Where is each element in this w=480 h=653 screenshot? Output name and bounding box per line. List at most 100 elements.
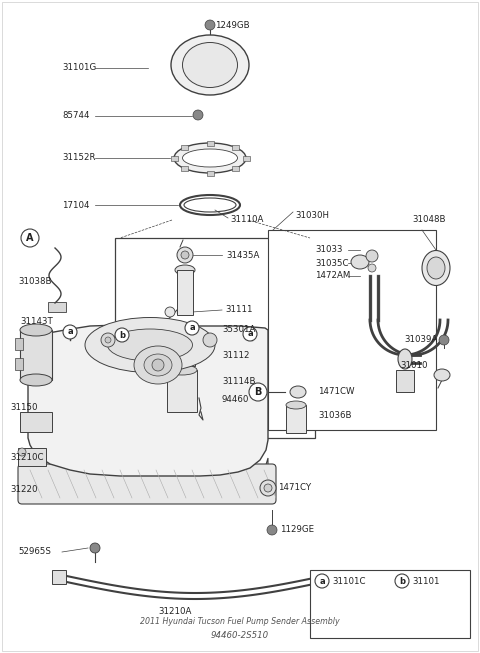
Text: 1471CW: 1471CW [318,387,355,396]
Ellipse shape [108,329,192,361]
Circle shape [115,328,129,342]
Bar [167,370,197,412]
Text: 17104: 17104 [62,200,89,210]
Circle shape [193,110,203,120]
Ellipse shape [144,354,172,376]
Text: 31210A: 31210A [158,607,192,616]
Text: 31035C: 31035C [315,259,348,268]
Ellipse shape [427,257,445,279]
Circle shape [181,251,189,259]
Circle shape [111,351,119,359]
Text: 31114B: 31114B [222,377,255,387]
Bar [170,155,178,161]
Text: 94460: 94460 [222,396,250,404]
Text: 31150: 31150 [10,404,37,413]
Bar [115,238,315,438]
Text: 31143T: 31143T [20,317,53,326]
Text: 31110A: 31110A [230,215,264,225]
Ellipse shape [182,42,238,88]
Circle shape [264,484,272,492]
Bar [242,155,250,161]
Text: 2011 Hyundai Tucson Fuel Pump Sender Assembly: 2011 Hyundai Tucson Fuel Pump Sender Ass… [140,616,340,626]
Bar [396,370,414,392]
Ellipse shape [167,365,197,375]
Text: 31036B: 31036B [318,411,351,419]
Text: 31220: 31220 [10,485,37,494]
Circle shape [152,359,164,371]
Text: a: a [67,328,73,336]
Text: 31101G: 31101G [62,63,96,72]
Bar [181,145,188,150]
Text: a: a [247,330,253,338]
Bar [318,598,380,626]
Circle shape [177,247,193,263]
Text: 31112: 31112 [222,351,250,360]
Ellipse shape [20,374,52,386]
Ellipse shape [422,251,450,285]
Bar [328,570,342,584]
Text: 31101C: 31101C [332,577,365,586]
Text: b: b [119,330,125,340]
Text: 52965S: 52965S [18,547,51,556]
Ellipse shape [171,35,249,95]
Text: 31048B: 31048B [412,215,445,225]
Text: 31030H: 31030H [295,210,329,219]
Text: 31152R: 31152R [62,153,96,163]
Bar [18,448,46,466]
Circle shape [152,325,162,335]
Bar [20,330,52,380]
Text: 85744: 85744 [62,112,89,121]
Text: 31038B: 31038B [18,278,51,287]
Ellipse shape [134,346,182,384]
Bar [232,166,239,171]
Text: 31111: 31111 [225,306,252,315]
Circle shape [260,480,276,496]
Bar [52,570,66,584]
Bar [286,405,306,433]
Circle shape [249,383,267,401]
Text: B: B [254,387,262,397]
Ellipse shape [286,401,306,409]
Bar [20,412,52,432]
Bar [177,270,193,315]
Ellipse shape [160,326,174,334]
Circle shape [439,335,449,345]
Bar [398,598,460,626]
FancyBboxPatch shape [18,464,276,504]
Bar [268,230,436,430]
Ellipse shape [20,324,52,336]
Text: 1471CY: 1471CY [278,483,311,492]
Bar [167,342,195,366]
Ellipse shape [290,386,306,398]
Circle shape [243,327,257,341]
Text: 31210C: 31210C [10,453,44,462]
Circle shape [395,574,409,588]
Bar [206,170,214,176]
Bar [310,570,470,638]
Bar [181,166,188,171]
Ellipse shape [167,337,195,347]
Text: a: a [319,577,325,586]
Text: 31010: 31010 [400,360,428,370]
Text: 35301A: 35301A [222,325,255,334]
Ellipse shape [434,369,450,381]
PathPatch shape [28,325,268,476]
Circle shape [101,333,115,347]
Text: a: a [189,323,195,332]
Text: b: b [399,577,405,586]
Circle shape [165,307,175,317]
Circle shape [203,333,217,347]
Ellipse shape [398,349,412,369]
Text: 31435A: 31435A [226,251,259,259]
Ellipse shape [175,265,195,275]
Circle shape [185,321,199,335]
Circle shape [173,346,189,362]
Text: 31101: 31101 [412,577,440,586]
Text: 1472AM: 1472AM [315,272,350,281]
Text: 1129GE: 1129GE [280,526,314,535]
Text: A: A [26,233,34,243]
Ellipse shape [174,143,246,173]
Ellipse shape [351,255,369,269]
Circle shape [366,250,378,262]
Text: 94460-2S510: 94460-2S510 [211,631,269,639]
